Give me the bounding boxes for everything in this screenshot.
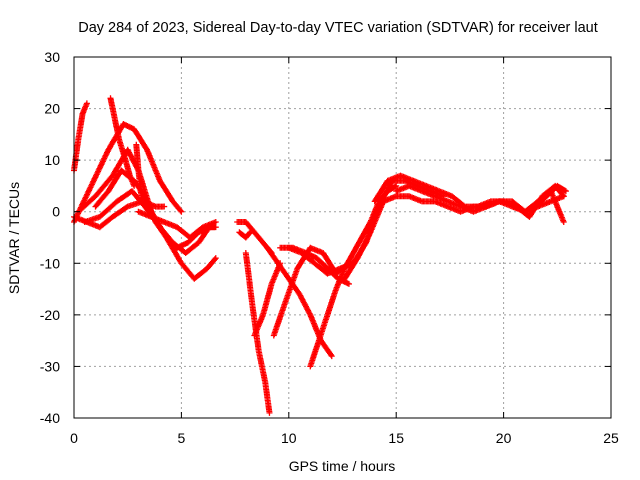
y-tick-label: -10 — [40, 255, 60, 271]
series-track-13 — [251, 260, 284, 339]
series-markers — [81, 188, 213, 256]
series-markers — [133, 141, 146, 205]
series-track-17 — [307, 182, 400, 370]
y-tick-label: 10 — [44, 152, 60, 168]
y-tick-label: -20 — [40, 307, 60, 323]
y-tick-label: -40 — [40, 410, 60, 426]
y-tick-label: 20 — [44, 101, 60, 117]
x-axis-ticks: 0 5 10 15 20 25 — [70, 57, 619, 446]
grid — [74, 57, 611, 418]
series-track-7 — [107, 95, 138, 189]
y-tick-label: 0 — [52, 204, 60, 220]
plot-frame — [73, 56, 612, 419]
series-track-6 — [81, 188, 213, 256]
series-markers — [107, 95, 138, 189]
series-markers — [251, 260, 284, 339]
x-tick-label: 15 — [388, 430, 404, 446]
series-track-11 — [236, 229, 254, 241]
series-markers — [242, 250, 273, 416]
x-tick-label: 0 — [70, 430, 78, 446]
y-tick-label: -30 — [40, 358, 60, 374]
series-track-9 — [135, 208, 219, 241]
x-tick-label: 5 — [178, 430, 186, 446]
chart-title: Day 284 of 2023, Sidereal Day-to-day VTE… — [78, 20, 598, 36]
series-markers — [511, 182, 569, 215]
y-tick-label: 30 — [44, 49, 60, 65]
x-tick-label: 25 — [603, 430, 619, 446]
series-markers — [135, 208, 219, 241]
x-tick-label: 10 — [281, 430, 297, 446]
x-axis-label: GPS time / hours — [289, 458, 396, 474]
data-points — [71, 95, 569, 416]
series-track-8 — [133, 141, 146, 205]
y-axis-ticks: -40 -30 -20 -10 0 10 20 30 — [40, 49, 611, 426]
series-markers — [307, 182, 400, 370]
series-track-22 — [511, 182, 569, 215]
series-track-12 — [242, 250, 273, 416]
x-tick-label: 20 — [496, 430, 512, 446]
y-axis-label: SDTVAR / TECUs — [6, 182, 22, 294]
series-markers — [236, 229, 254, 241]
